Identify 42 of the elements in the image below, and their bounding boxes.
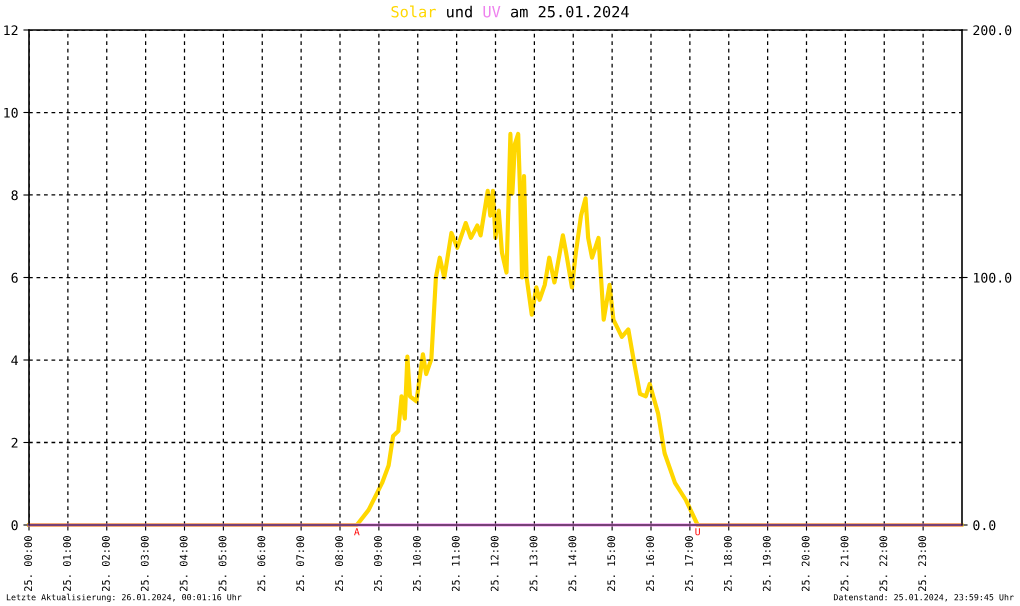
text: Solar — [391, 5, 436, 18]
x-tick-label: 25. 21:00 — [840, 536, 849, 592]
x-tick-label: 25. 17:00 — [685, 536, 693, 592]
y2-tick-label: 0.0 — [973, 520, 996, 531]
y-tick-label: 10 — [4, 107, 18, 118]
text: am 25.01.2024 — [510, 5, 629, 18]
text: und — [447, 5, 472, 18]
y-tick-label: 12 — [4, 25, 18, 36]
x-tick-label: 25. 09:00 — [374, 536, 382, 592]
x-tick-label: 25. 00:00 — [24, 536, 33, 592]
x-tick-label: 25. 19:00 — [762, 536, 771, 592]
x-tick-label: 25. 04:00 — [179, 536, 188, 592]
x-tick-label: 25. 14:00 — [568, 536, 577, 592]
y-tick-label: 2 — [11, 437, 18, 448]
annotation: A — [354, 528, 360, 536]
x-tick-label: 25. 02:00 — [101, 536, 110, 592]
text: UV — [483, 6, 501, 18]
x-tick-label: 25. 08:00 — [335, 536, 344, 592]
y-tick-label: 0 — [11, 520, 18, 531]
x-tick-label: 25. 06:00 — [257, 536, 266, 592]
y-tick-label: 8 — [11, 190, 18, 201]
y2-tick-label: 200.0 — [973, 25, 1012, 36]
x-tick-label: 25. 10:00 — [412, 536, 421, 592]
y-tick-label: 6 — [11, 272, 18, 283]
annotation: U — [695, 528, 700, 536]
x-tick-label: 25. 18:00 — [723, 536, 732, 592]
x-tick-label: 25. 15:00 — [607, 536, 616, 592]
text: Letzte Aktualisierung: 26.01.2024, 00:01:16 Uhr — [6, 593, 242, 602]
x-tick-label: 25. 03:00 — [140, 536, 149, 592]
x-tick-label: 25. 13:00 — [529, 536, 538, 592]
x-tick-label: 25. 22:00 — [879, 536, 888, 592]
x-tick-label: 25. 16:00 — [646, 536, 655, 592]
y-tick-label: 4 — [11, 355, 18, 366]
x-tick-label: 25. 23:00 — [918, 536, 927, 592]
x-tick-label: 25. 07:00 — [296, 536, 305, 592]
x-tick-label: 25. 11:00 — [451, 536, 460, 592]
x-tick-label: 25. 20:00 — [801, 536, 810, 592]
text: Datenstand: 25.01.2024, 23:59:45 Uhr — [833, 593, 1014, 602]
y2-tick-label: 100.0 — [974, 272, 1012, 283]
x-tick-label: 25. 05:00 — [218, 536, 227, 592]
x-tick-label: 25. 01:00 — [63, 536, 71, 592]
x-tick-label: 25. 12:00 — [490, 536, 499, 592]
